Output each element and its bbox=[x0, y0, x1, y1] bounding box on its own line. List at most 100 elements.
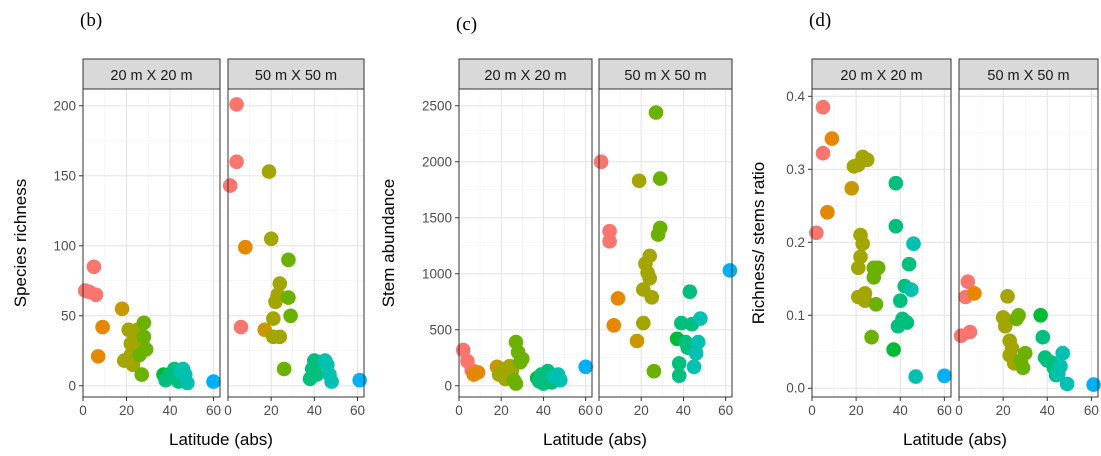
facet-strip-label: 50 m X 50 m bbox=[987, 68, 1069, 84]
x-tick-label: 60 bbox=[350, 403, 365, 418]
panel-label: (b) bbox=[80, 10, 102, 31]
data-point bbox=[688, 346, 704, 361]
facet-strip bbox=[227, 58, 365, 90]
data-point bbox=[553, 372, 568, 388]
data-point bbox=[1086, 377, 1101, 392]
data-point bbox=[859, 152, 875, 168]
x-tick-label: 60 bbox=[578, 403, 593, 418]
data-point bbox=[1004, 340, 1020, 356]
data-point bbox=[352, 372, 368, 388]
facet-strip bbox=[811, 58, 952, 90]
y-tick-label: 100 bbox=[53, 238, 76, 253]
data-point bbox=[229, 97, 244, 112]
y-tick-label: 1500 bbox=[422, 210, 452, 225]
facet-strip bbox=[958, 58, 1099, 90]
plot-border bbox=[82, 88, 221, 398]
data-point bbox=[642, 271, 657, 286]
facet-strip bbox=[598, 58, 733, 90]
y-tick-label: 0.0 bbox=[786, 381, 805, 396]
data-point bbox=[646, 363, 662, 379]
y-tick-label: 0 bbox=[68, 378, 76, 393]
data-point bbox=[114, 301, 130, 317]
data-point bbox=[824, 131, 840, 146]
x-tick-label: 40 bbox=[536, 403, 551, 418]
x-tick-label: 0 bbox=[595, 403, 603, 418]
y-tick-label: 150 bbox=[53, 168, 76, 183]
data-point bbox=[820, 205, 835, 220]
data-point bbox=[908, 369, 923, 384]
x-tick-label: 20 bbox=[634, 403, 649, 418]
y-tick-label: 2000 bbox=[422, 154, 452, 169]
data-point bbox=[888, 218, 904, 234]
data-point bbox=[1055, 345, 1070, 361]
data-point bbox=[1015, 360, 1031, 376]
data-point bbox=[309, 367, 324, 382]
data-point bbox=[998, 318, 1013, 334]
data-point bbox=[272, 276, 288, 291]
x-axis-title: Latitude (abs) bbox=[903, 430, 1007, 449]
data-point bbox=[1033, 308, 1048, 323]
data-point bbox=[693, 311, 708, 326]
facet-2: 50 m X 50 m 0 20 40 60 bbox=[222, 58, 368, 418]
data-point bbox=[136, 329, 152, 345]
y-tick-label: 500 bbox=[429, 322, 452, 337]
x-tick-label: 20 bbox=[996, 403, 1011, 418]
facet-strip-label: 50 m X 50 m bbox=[624, 68, 706, 84]
x-tick-label: 0 bbox=[955, 403, 963, 418]
y-axis-title: Species richness bbox=[11, 179, 30, 308]
data-point bbox=[686, 359, 702, 375]
facet-strip-label: 20 m X 20 m bbox=[484, 68, 566, 84]
facet-strip bbox=[82, 58, 221, 90]
data-point bbox=[1000, 289, 1015, 304]
data-point bbox=[281, 252, 296, 268]
plot-area bbox=[599, 89, 732, 397]
x-tick-label: 60 bbox=[718, 403, 733, 418]
data-point bbox=[642, 248, 657, 264]
data-point bbox=[602, 223, 617, 239]
chart-panel-3: (d) 20 m X 20 m 0 20 40 60 0.0 0.1 0.2 0.3 0.4 50 m… bbox=[749, 10, 1101, 449]
data-point bbox=[888, 175, 904, 191]
y-tick-label: 0.3 bbox=[786, 162, 805, 177]
data-point bbox=[906, 236, 921, 251]
data-point bbox=[855, 236, 870, 251]
data-point bbox=[508, 376, 524, 391]
data-point bbox=[606, 318, 622, 333]
data-point bbox=[1011, 308, 1026, 323]
x-tick-label: 40 bbox=[307, 403, 322, 418]
facet-strip bbox=[458, 58, 593, 90]
plot-area bbox=[459, 89, 592, 397]
x-tick-label: 60 bbox=[206, 403, 221, 418]
y-axis-title: Richness/ stems ratio bbox=[749, 162, 768, 325]
data-point bbox=[1035, 329, 1051, 345]
data-point bbox=[602, 234, 617, 249]
data-point bbox=[283, 308, 298, 324]
data-point bbox=[263, 231, 279, 247]
data-point bbox=[671, 368, 687, 384]
x-tick-label: 0 bbox=[224, 403, 232, 418]
data-point bbox=[844, 181, 859, 196]
facet-strip-label: 20 m X 20 m bbox=[110, 68, 192, 84]
y-tick-label: 0.4 bbox=[786, 89, 805, 104]
data-point bbox=[593, 154, 609, 170]
data-point bbox=[901, 256, 917, 272]
data-point bbox=[610, 291, 626, 306]
plot-border bbox=[598, 88, 733, 398]
facet-strip-label: 50 m X 50 m bbox=[255, 68, 337, 84]
facet-1: 20 m X 20 m 0 20 40 60 0 50 100 150 200 bbox=[53, 58, 221, 418]
y-axis-title: Stem abundance bbox=[379, 179, 398, 308]
data-point bbox=[90, 349, 106, 364]
y-tick-label: 1000 bbox=[422, 266, 452, 281]
data-point bbox=[272, 329, 288, 345]
data-point bbox=[674, 315, 689, 331]
data-point bbox=[206, 374, 221, 389]
data-point bbox=[690, 334, 706, 350]
panel-label: (c) bbox=[456, 14, 477, 35]
data-point bbox=[238, 239, 253, 255]
data-point bbox=[671, 356, 687, 371]
data-point bbox=[222, 178, 238, 193]
x-tick-label: 0 bbox=[79, 403, 87, 418]
data-point bbox=[86, 259, 102, 275]
x-tick-label: 60 bbox=[937, 403, 952, 418]
plot-border bbox=[227, 88, 365, 398]
data-point bbox=[864, 329, 879, 345]
